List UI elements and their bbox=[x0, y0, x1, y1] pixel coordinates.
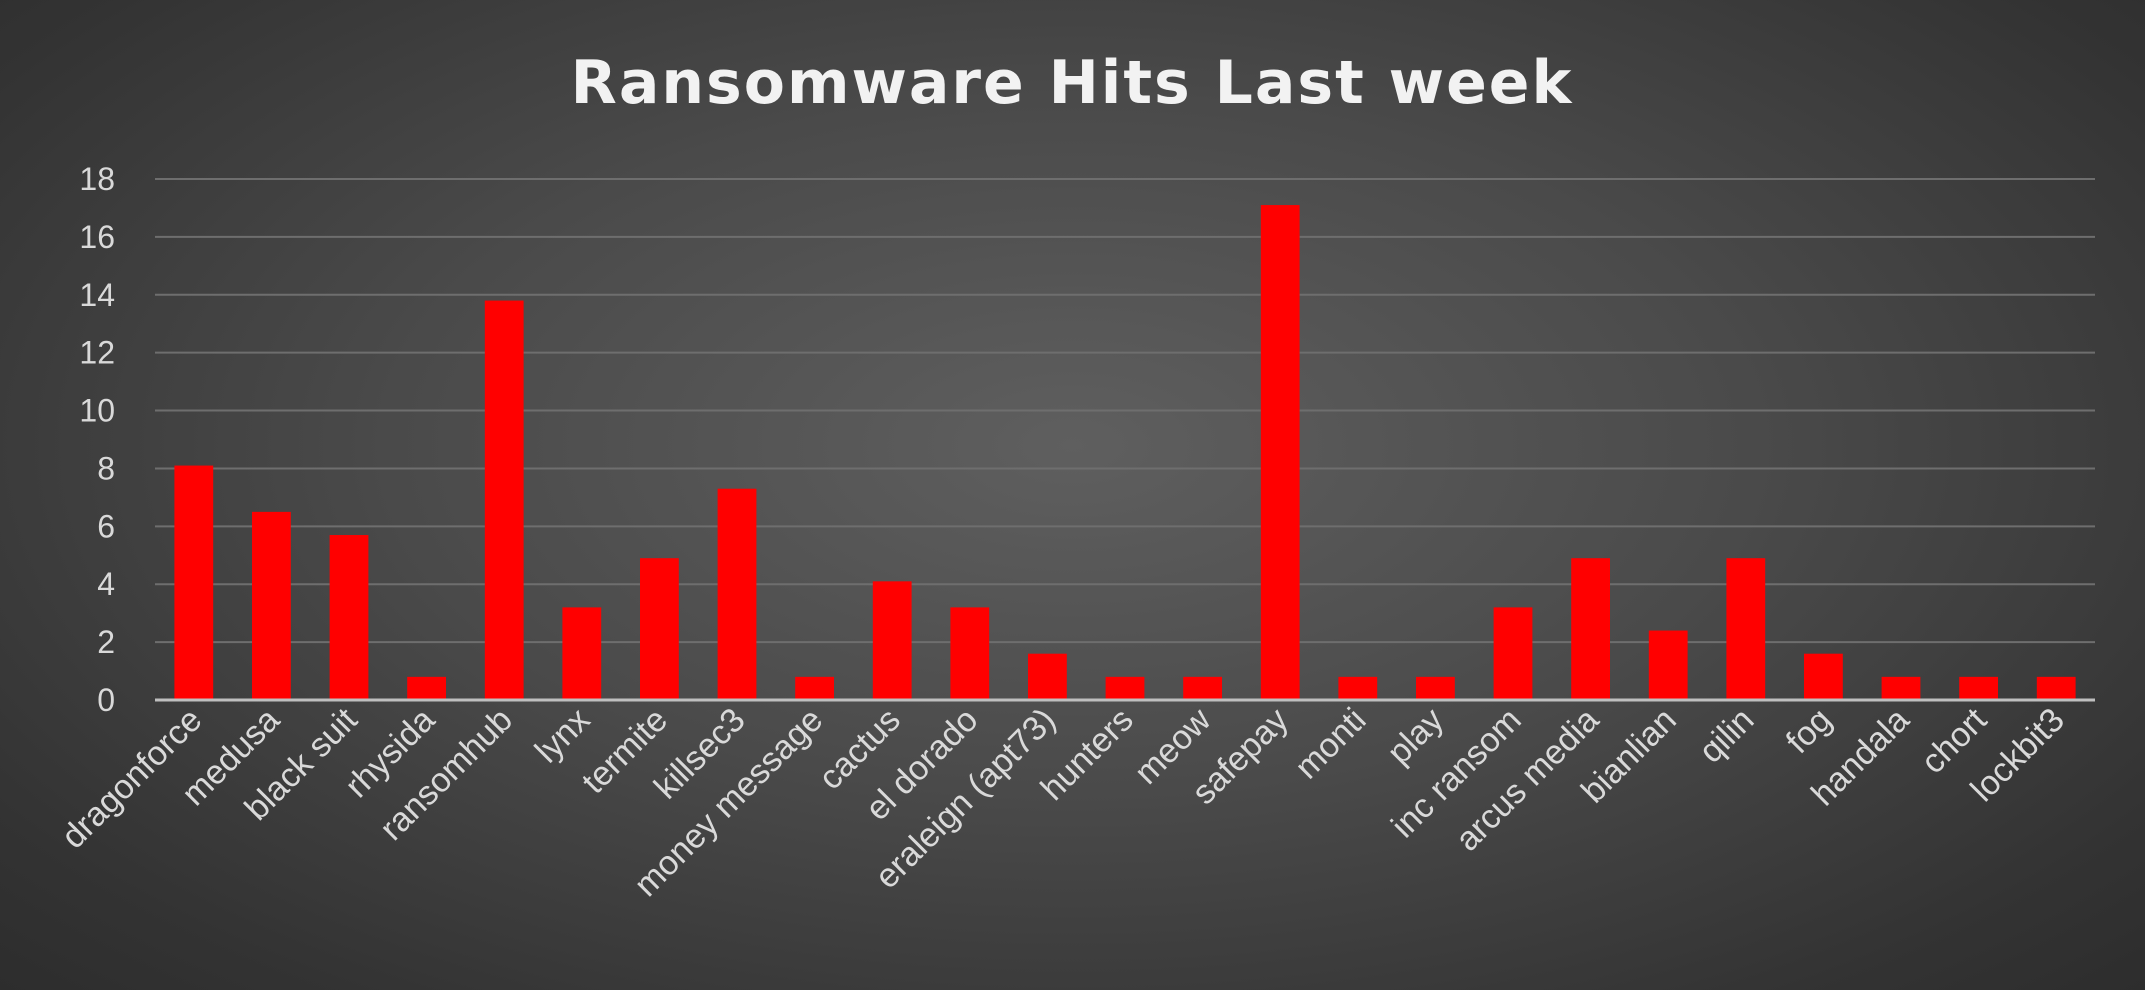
chart-title: Ransomware Hits Last week bbox=[571, 48, 1574, 118]
bar bbox=[407, 676, 446, 700]
y-axis-ticks: 0 2 4 6 8 10 12 14 16 18 bbox=[79, 161, 115, 718]
bar bbox=[1648, 630, 1688, 700]
bar bbox=[1804, 653, 1843, 700]
bar bbox=[1959, 676, 1998, 700]
bar bbox=[252, 511, 291, 700]
bar bbox=[717, 488, 757, 700]
bar bbox=[950, 607, 990, 700]
x-tick-label: qilin bbox=[1692, 701, 1762, 771]
x-tick-label: fog bbox=[1779, 701, 1839, 761]
y-tick-label: 4 bbox=[97, 566, 115, 602]
bar bbox=[1571, 558, 1610, 700]
bar bbox=[1416, 676, 1455, 700]
bars bbox=[174, 205, 2076, 701]
bar bbox=[174, 465, 214, 700]
y-tick-label: 14 bbox=[79, 277, 115, 313]
bar bbox=[1338, 676, 1378, 700]
y-tick-label: 8 bbox=[97, 450, 115, 486]
bar bbox=[1260, 205, 1300, 701]
bar bbox=[795, 676, 834, 700]
gridlines bbox=[155, 178, 2095, 644]
y-tick-label: 2 bbox=[97, 624, 115, 660]
bar bbox=[329, 535, 369, 700]
bar bbox=[640, 558, 679, 700]
bar bbox=[1028, 653, 1067, 700]
bar bbox=[1183, 676, 1222, 700]
y-tick-label: 6 bbox=[97, 508, 115, 544]
bar bbox=[1726, 558, 1766, 700]
y-tick-label: 12 bbox=[79, 335, 115, 371]
bar bbox=[1881, 676, 1921, 700]
bar bbox=[562, 607, 602, 700]
bar bbox=[872, 581, 912, 700]
bar bbox=[1493, 607, 1533, 700]
y-tick-label: 0 bbox=[97, 682, 115, 718]
bar bbox=[484, 300, 524, 700]
x-tick-label: monti bbox=[1288, 701, 1374, 787]
y-tick-label: 10 bbox=[79, 393, 115, 429]
bar bbox=[2036, 676, 2076, 700]
y-tick-label: 18 bbox=[79, 161, 115, 197]
x-tick-label: lynx bbox=[528, 701, 598, 771]
bar bbox=[1105, 676, 1145, 700]
y-tick-label: 16 bbox=[79, 219, 115, 255]
